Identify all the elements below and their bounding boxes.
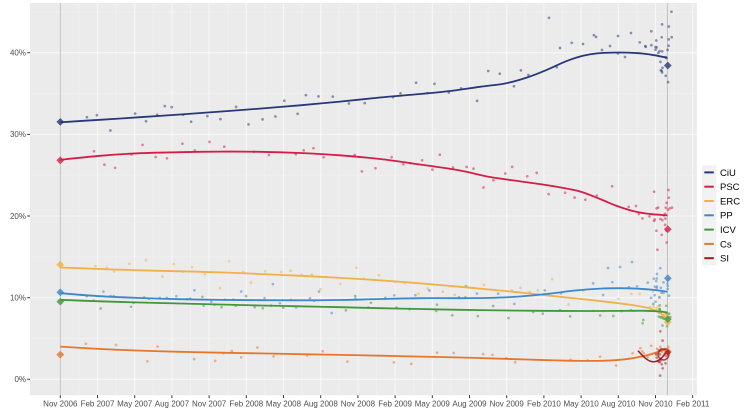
svg-text:Feb 2007: Feb 2007: [81, 400, 115, 409]
svg-text:Nov 2008: Nov 2008: [341, 400, 376, 409]
svg-text:Feb 2009: Feb 2009: [378, 400, 412, 409]
svg-text:Nov 2010: Nov 2010: [638, 400, 673, 409]
svg-text:Feb 2010: Feb 2010: [527, 400, 561, 409]
svg-text:PP: PP: [720, 211, 733, 222]
svg-text:0%: 0%: [14, 375, 26, 384]
svg-text:Nov 2006: Nov 2006: [43, 400, 78, 409]
svg-text:40%: 40%: [10, 49, 26, 58]
svg-text:May 2010: May 2010: [564, 400, 600, 409]
svg-text:20%: 20%: [10, 212, 26, 221]
svg-text:SI: SI: [720, 254, 729, 265]
svg-text:Nov 2007: Nov 2007: [192, 400, 227, 409]
svg-text:May 2009: May 2009: [415, 400, 451, 409]
svg-text:May 2007: May 2007: [117, 400, 153, 409]
svg-text:Aug 2010: Aug 2010: [601, 400, 636, 409]
svg-text:Aug 2008: Aug 2008: [304, 400, 339, 409]
svg-text:Aug 2009: Aug 2009: [452, 400, 487, 409]
svg-text:Cs: Cs: [720, 239, 732, 250]
svg-text:30%: 30%: [10, 130, 26, 139]
svg-text:ICV: ICV: [720, 225, 737, 236]
svg-text:10%: 10%: [10, 294, 26, 303]
svg-text:Nov 2009: Nov 2009: [490, 400, 525, 409]
svg-text:PSC: PSC: [720, 182, 740, 193]
svg-text:ERC: ERC: [720, 196, 740, 207]
svg-text:Aug 2007: Aug 2007: [155, 400, 190, 409]
svg-text:Feb 2011: Feb 2011: [676, 400, 710, 409]
svg-text:CiU: CiU: [720, 168, 736, 179]
svg-text:Feb 2008: Feb 2008: [229, 400, 263, 409]
svg-text:May 2008: May 2008: [266, 400, 302, 409]
